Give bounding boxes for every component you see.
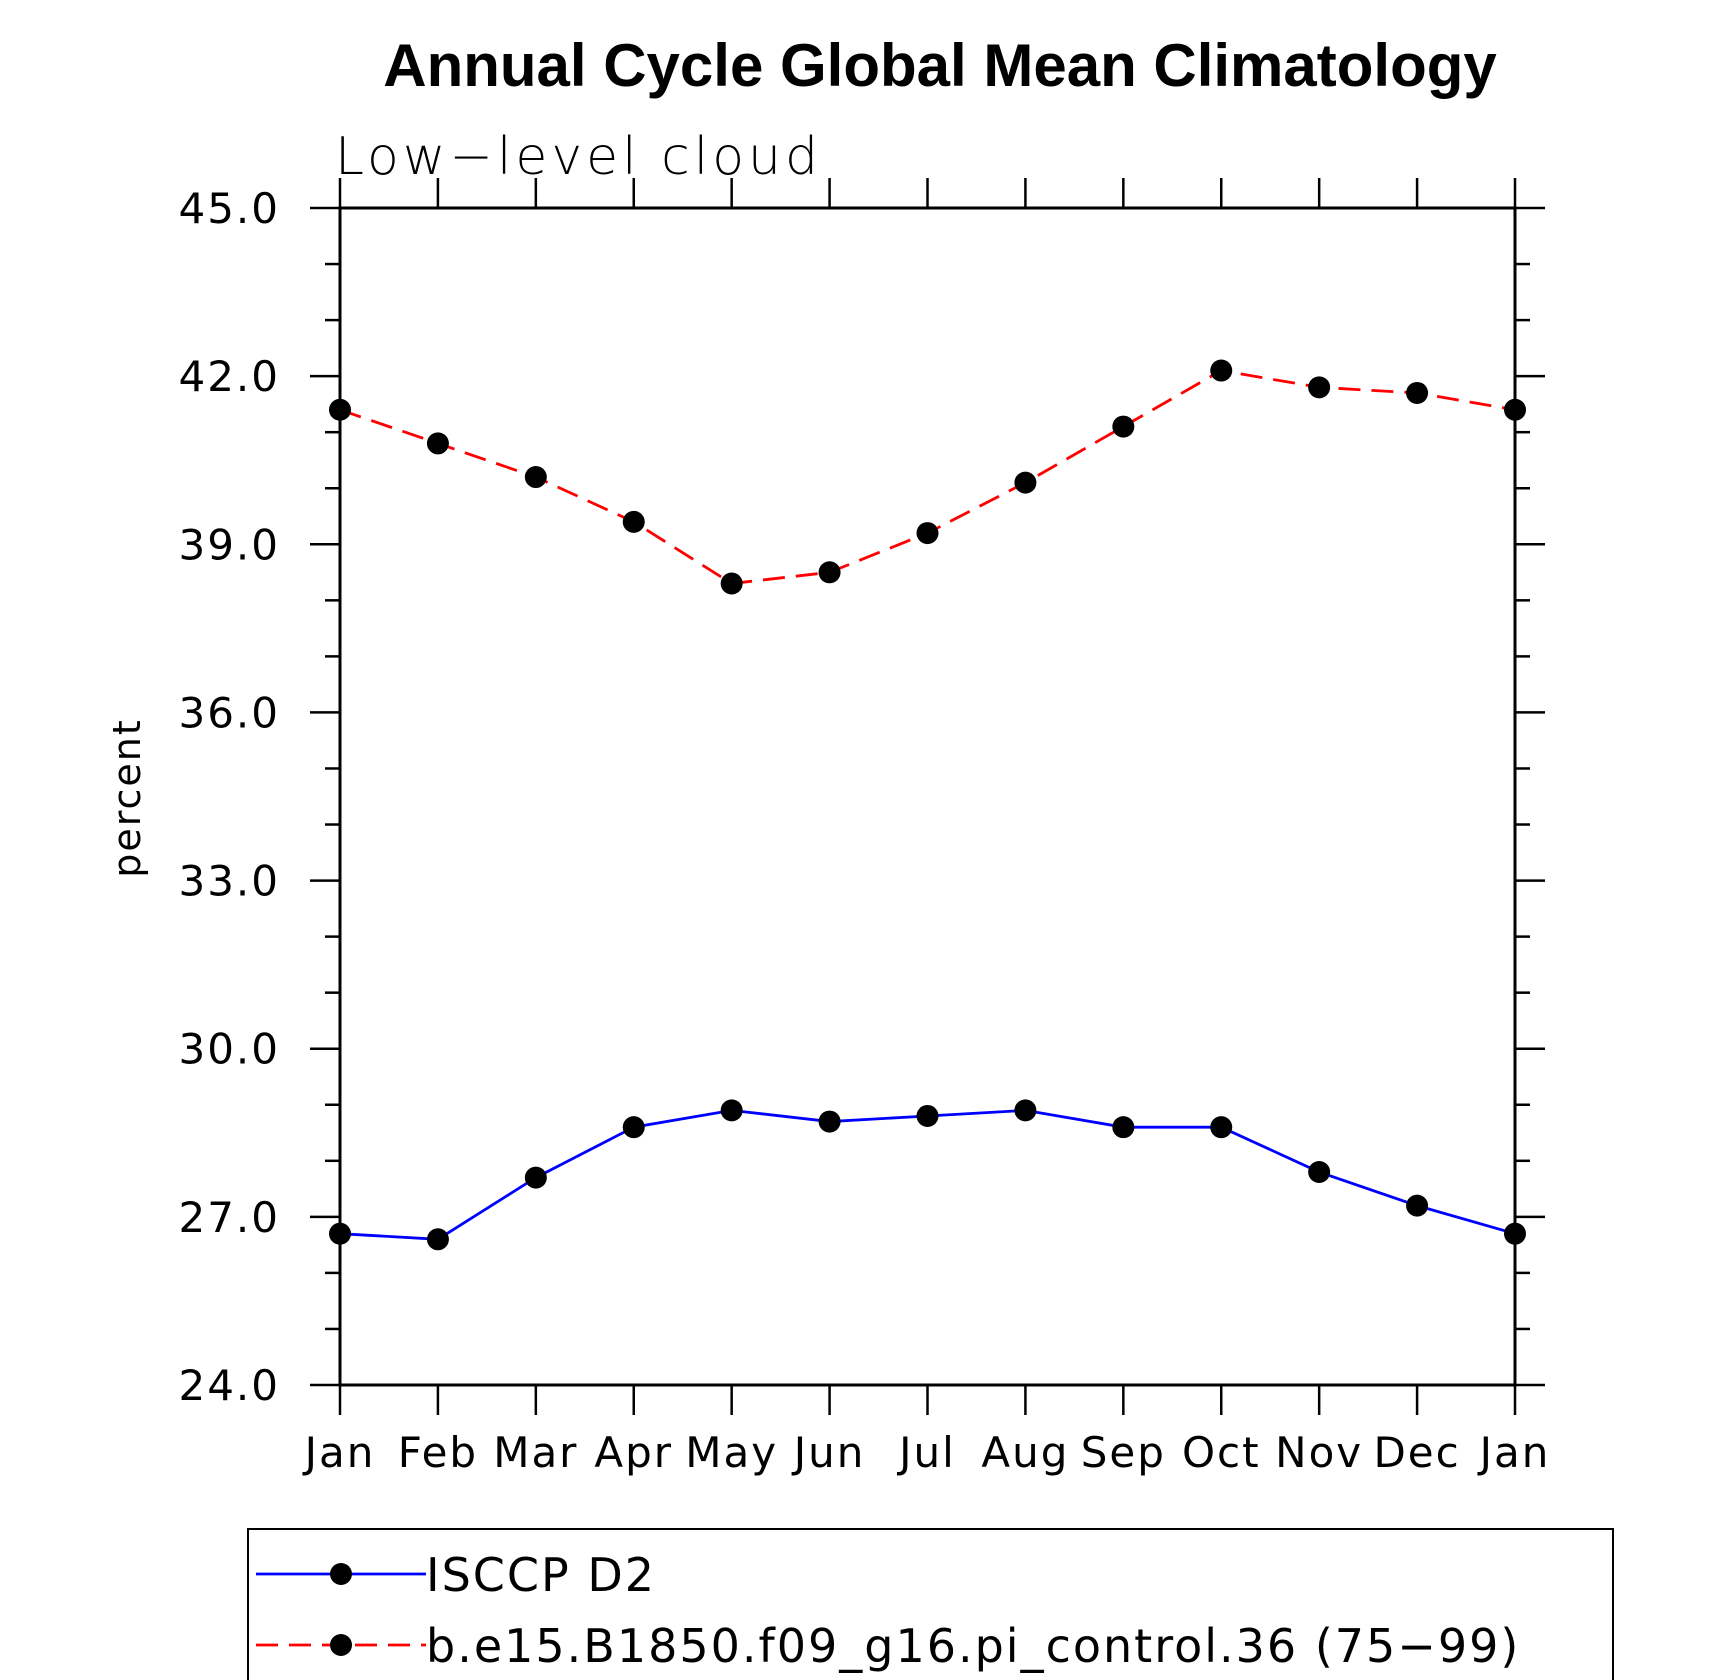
data-point bbox=[1014, 1099, 1037, 1122]
data-point bbox=[1504, 398, 1526, 421]
y-tick-label: 45.0 bbox=[178, 184, 280, 233]
data-point bbox=[818, 561, 841, 584]
x-tick-label: Jan bbox=[302, 1428, 376, 1477]
chart-subtitle: Low−level cloud bbox=[335, 127, 822, 187]
x-tick-label: Mar bbox=[493, 1428, 578, 1477]
x-tick-label: Jan bbox=[1477, 1428, 1551, 1477]
x-tick-label: Apr bbox=[594, 1428, 673, 1477]
y-tick-label: 30.0 bbox=[178, 1025, 280, 1074]
data-point bbox=[329, 398, 351, 421]
y-tick-label: 36.0 bbox=[178, 688, 280, 737]
x-tick-label: Sep bbox=[1081, 1428, 1166, 1477]
y-tick-label: 33.0 bbox=[178, 857, 280, 906]
legend-label-0: ISCCP D2 bbox=[426, 1548, 656, 1602]
data-point bbox=[1308, 376, 1331, 399]
data-point bbox=[524, 1166, 547, 1189]
x-tick-label: Jul bbox=[896, 1428, 956, 1477]
data-point bbox=[622, 510, 645, 533]
data-point bbox=[426, 1228, 449, 1251]
data-point bbox=[916, 522, 939, 545]
legend-box bbox=[247, 1528, 1614, 1680]
plot-area: 24.0 27.0 30.0 33.0 36.0 39.0 42.0 45.0 Jan Feb Ma… bbox=[178, 178, 1551, 1477]
data-point bbox=[720, 1099, 743, 1122]
data-point bbox=[818, 1110, 841, 1133]
data-point bbox=[622, 1116, 645, 1139]
x-tick-label: Oct bbox=[1182, 1428, 1261, 1477]
data-point bbox=[916, 1104, 939, 1127]
y-tick-label: 39.0 bbox=[178, 520, 280, 569]
legend-marker bbox=[330, 1563, 352, 1585]
data-point bbox=[1014, 471, 1037, 494]
data-point bbox=[720, 572, 743, 595]
data-point bbox=[1406, 381, 1429, 404]
data-point bbox=[1112, 415, 1135, 438]
chart-title: Annual Cycle Global Mean Climatology bbox=[383, 32, 1497, 99]
data-point bbox=[1406, 1194, 1429, 1217]
legend-marker bbox=[330, 1634, 352, 1656]
data-point bbox=[1504, 1222, 1526, 1245]
y-tick-label: 42.0 bbox=[178, 352, 280, 401]
data-point bbox=[524, 466, 547, 489]
plot-frame bbox=[338, 206, 1517, 1387]
x-tick-label: Nov bbox=[1275, 1428, 1363, 1477]
y-tick-label: 24.0 bbox=[178, 1361, 280, 1410]
legend: ISCCP D2 b.e15.B1850.f09_g16.pi_control.3… bbox=[247, 1528, 1614, 1680]
x-tick-label: Feb bbox=[398, 1428, 478, 1477]
data-point bbox=[1210, 359, 1233, 382]
x-tick-label: May bbox=[685, 1428, 778, 1477]
x-tick-label: Dec bbox=[1373, 1428, 1460, 1477]
data-point bbox=[1112, 1116, 1135, 1139]
y-axis-label: percent bbox=[105, 718, 149, 878]
legend-label-1: b.e15.B1850.f09_g16.pi_control.36 (75−99… bbox=[426, 1619, 1520, 1673]
data-point bbox=[1210, 1116, 1233, 1139]
series-line-0 bbox=[339, 1108, 1516, 1241]
data-point bbox=[329, 1222, 351, 1245]
x-tick-label: Jun bbox=[791, 1428, 866, 1477]
data-point bbox=[1308, 1161, 1331, 1184]
data-point bbox=[426, 432, 449, 455]
series-line-1 bbox=[339, 369, 1516, 585]
y-tick-label: 27.0 bbox=[178, 1193, 280, 1242]
x-tick-label: Aug bbox=[981, 1428, 1069, 1477]
